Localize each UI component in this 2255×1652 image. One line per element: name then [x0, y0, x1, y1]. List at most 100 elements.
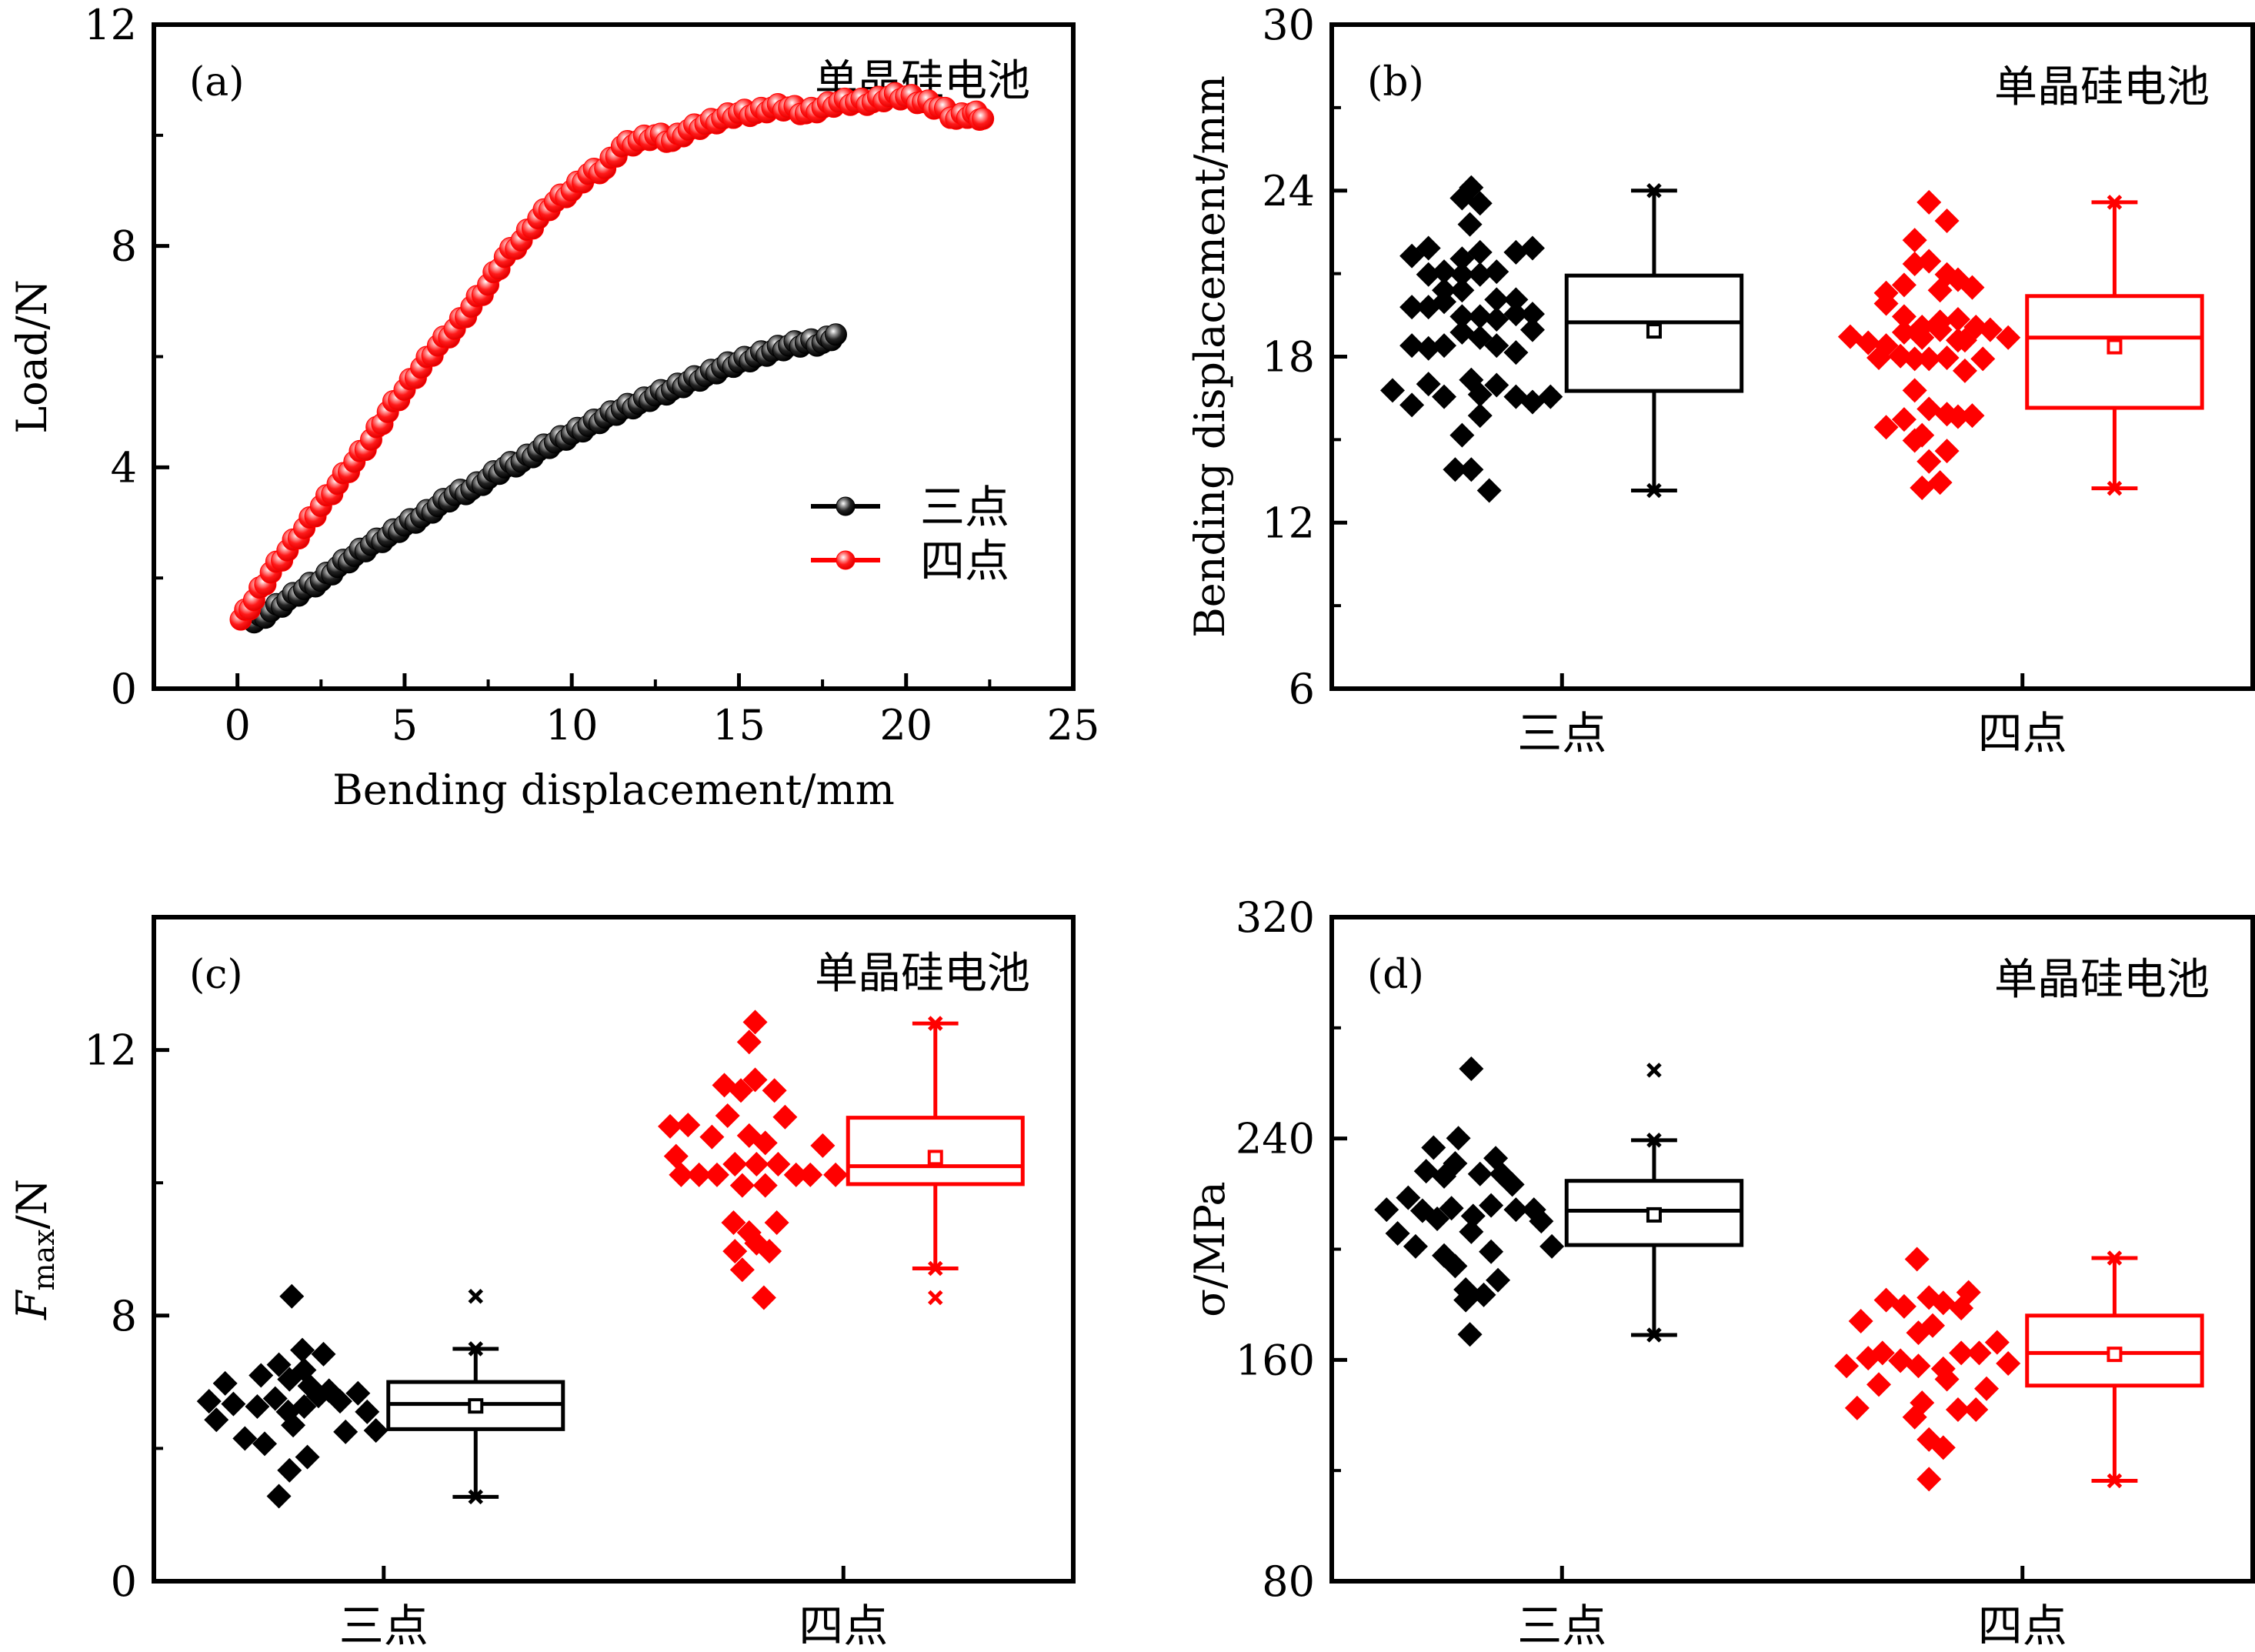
y-tick-label: 80	[1262, 1557, 1315, 1606]
scatter-point	[729, 1257, 755, 1283]
extreme-marker	[468, 1289, 484, 1304]
y-axis-title: σ/MPa	[1186, 1181, 1234, 1317]
scatter-point	[221, 1391, 246, 1417]
scatter-point	[327, 1389, 352, 1414]
y-axis-unit: /N	[8, 1179, 56, 1229]
scatter-point	[1916, 1467, 1942, 1492]
scatter-point	[1888, 1348, 1913, 1373]
scatter-point	[1930, 1435, 1956, 1460]
scatter-point	[1399, 333, 1425, 359]
scatter-point	[1413, 1159, 1439, 1184]
scatter-point	[1916, 396, 1942, 422]
scatter-point	[1996, 1351, 2021, 1377]
scatter-point	[1457, 212, 1483, 237]
scatter-point	[1503, 1197, 1529, 1223]
scatter-point	[704, 1162, 729, 1187]
x-category-label: 三点	[339, 1600, 429, 1652]
scatter-point	[1385, 1221, 1410, 1247]
scatter-point	[1866, 345, 1892, 370]
y-tick-label: 6	[1289, 665, 1315, 713]
scatter-point	[1848, 1308, 1873, 1333]
mean-marker	[1646, 323, 1662, 339]
scatter-point	[1891, 304, 1916, 329]
mean-marker	[927, 1150, 943, 1166]
panel-label: (c)	[189, 952, 243, 998]
scatter-point	[1519, 235, 1545, 261]
x-category-label: 四点	[1978, 707, 2067, 759]
scatter-point	[196, 1389, 222, 1414]
scatter-point	[1467, 191, 1493, 216]
scatter-point	[252, 1431, 277, 1457]
scatter-point	[1930, 1290, 1956, 1316]
scatter-point	[1902, 346, 1927, 372]
scatter-point	[1471, 1282, 1496, 1307]
x-category-label: 四点	[1978, 1600, 2067, 1652]
scatter-point	[1499, 1172, 1525, 1197]
scatter-point	[289, 1337, 315, 1363]
scatter-point	[1432, 333, 1457, 359]
scatter-point	[1503, 302, 1529, 327]
scatter-point	[1902, 228, 1927, 253]
scatter-point	[1916, 449, 1942, 474]
scatter-point	[1486, 1267, 1511, 1293]
scatter-point	[722, 1239, 748, 1264]
extreme-marker	[2107, 195, 2123, 210]
extreme-marker	[1646, 1063, 1662, 1078]
scatter-point	[686, 1162, 712, 1187]
x-category-label: 三点	[1517, 707, 1606, 759]
data-point	[972, 107, 995, 130]
scatter-point	[1873, 415, 1899, 440]
scatter-point	[1396, 1185, 1421, 1210]
legend-label: 三点	[920, 481, 1009, 533]
scatter-point	[1467, 304, 1493, 329]
extreme-marker	[468, 1341, 484, 1357]
scatter-point	[1460, 1203, 1486, 1229]
scatter-point	[1476, 478, 1502, 503]
scatter-point	[1934, 1367, 1960, 1392]
scatter-point	[1453, 1287, 1479, 1313]
scatter-point	[311, 1341, 336, 1367]
y-tick-label: 12	[84, 1026, 137, 1075]
scatter-point	[1403, 1233, 1428, 1259]
scatter-point	[266, 1352, 292, 1377]
scatter-point	[1459, 457, 1484, 482]
data-point	[824, 323, 847, 346]
y-axis-symbol: F	[8, 1289, 56, 1320]
y-axis-title: Bending displacement/mm	[1186, 75, 1234, 638]
scatter-point	[1467, 403, 1493, 429]
scatter-point	[663, 1143, 689, 1169]
scatter-point	[1519, 389, 1545, 415]
scatter-point	[1449, 262, 1475, 287]
scatter-point	[1484, 306, 1509, 332]
scatter-point	[295, 1444, 320, 1470]
scatter-point	[1503, 287, 1529, 312]
scatter-point	[810, 1133, 836, 1158]
y-tick-label: 320	[1236, 893, 1315, 942]
scatter-point	[212, 1370, 238, 1396]
scatter-point	[757, 1239, 782, 1264]
extreme-marker	[1646, 1327, 1662, 1343]
mean-marker	[468, 1398, 484, 1414]
mean-marker	[2107, 1347, 2123, 1363]
scatter-point	[744, 1152, 769, 1177]
scatter-point	[1459, 1219, 1484, 1244]
scatter-point	[1479, 1239, 1504, 1264]
scatter-point	[657, 1113, 682, 1139]
scatter-point	[1920, 1313, 1946, 1338]
scatter-point	[1910, 475, 1935, 500]
y-tick-label: 8	[111, 1292, 137, 1340]
scatter-point	[722, 1152, 748, 1177]
group-three-point	[1374, 1056, 1744, 1347]
scatter-point	[783, 1162, 809, 1187]
scatter-point	[1834, 1353, 1860, 1379]
scatter-point	[1934, 345, 1960, 370]
scatter-point	[1399, 295, 1425, 320]
scatter-point	[742, 1067, 768, 1093]
plot-frame	[152, 915, 1076, 1584]
scatter-point	[249, 1363, 274, 1388]
scatter-point	[1916, 346, 1942, 372]
